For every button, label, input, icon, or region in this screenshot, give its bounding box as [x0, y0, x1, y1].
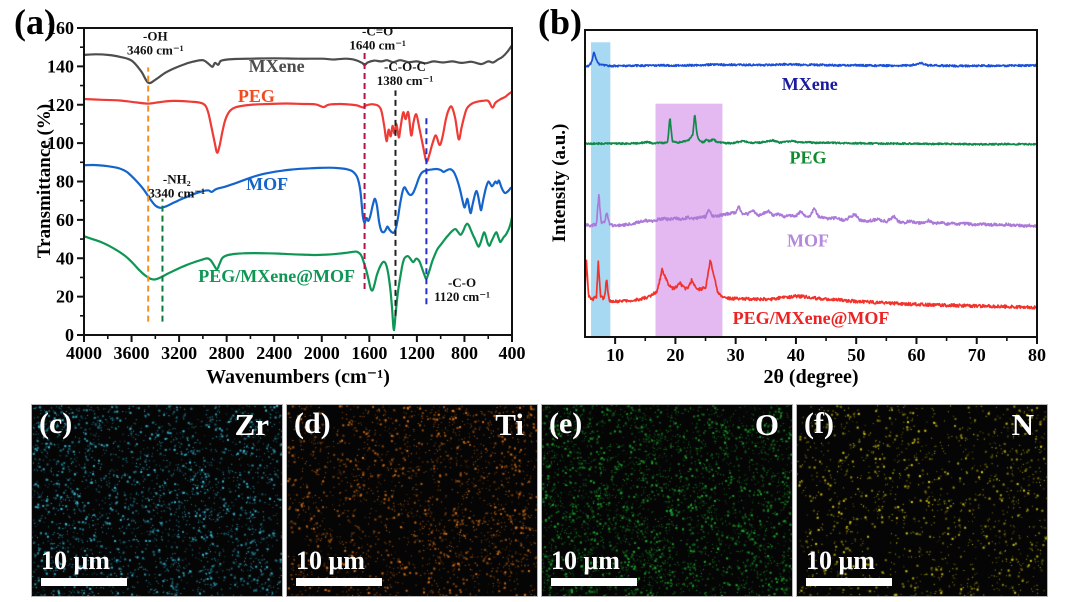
axis-frame	[584, 29, 1038, 338]
peak-annotation: -C=O 1640 cm⁻¹	[349, 24, 406, 53]
x-tick-label: 400	[499, 343, 526, 363]
x-tick-label: 30	[727, 345, 745, 365]
x-tick-label: 1200	[399, 343, 435, 363]
eds-dot-field-n	[797, 405, 1047, 596]
x-tick-label: 10	[606, 345, 624, 365]
element-label-n: N	[1011, 407, 1034, 442]
series-label: PEG/MXene@MOF	[198, 266, 355, 286]
scale-bar	[551, 578, 637, 586]
series-peg-mxene-mof-curve	[84, 215, 512, 332]
panel-b-ylabel: Intensity (a.u.)	[549, 123, 570, 243]
eds-dot-field-zr	[32, 405, 282, 596]
peak-annotation-line: -C-O	[448, 275, 476, 290]
x-tick-label: 4000	[66, 343, 102, 363]
eds-map-panel-zr: (c) Zr 10 μm	[31, 404, 283, 597]
panel-b-letter: (b)	[538, 2, 582, 42]
y-tick-label: 100	[47, 133, 74, 153]
y-tick-label: 60	[56, 210, 74, 230]
series-mxene-curve	[585, 51, 1037, 68]
charts-canvas: 4000 3600 3200 2800 2400 2000 1600 1200 800 40002…	[47, 18, 1046, 365]
peak-annotation-line: 1120 cm⁻¹	[434, 289, 490, 304]
peak-annotation: -C-O 1120 cm⁻¹	[434, 275, 490, 304]
panel-b-xlabel: 2θ (degree)	[763, 366, 859, 388]
x-tick-label: 70	[968, 345, 986, 365]
eds-dot-field-o	[542, 405, 792, 596]
x-tick-label: 1600	[351, 343, 387, 363]
x-tick-label: 800	[451, 343, 478, 363]
series-peg-curve	[84, 90, 512, 163]
scale-text: 10 μm	[551, 546, 620, 575]
series-label: PEG	[789, 148, 826, 168]
peak-annotation: -OH 3460 cm⁻¹	[127, 28, 184, 57]
y-tick-label: 140	[47, 56, 74, 76]
series-peg-mxene-mof-curve	[585, 259, 1037, 310]
x-tick-label: 60	[907, 345, 925, 365]
peak-annotation-line: -NH₂	[163, 171, 191, 186]
y-tick-label: 160	[47, 18, 74, 38]
peak-annotation: -C-O-C 1380 cm⁻¹	[377, 59, 434, 88]
series-label: MXene	[782, 74, 838, 94]
eds-map-panel-o: (e) O 10 μm	[541, 404, 793, 597]
scale-bar	[296, 578, 382, 586]
panel-c-letter: (c)	[39, 407, 73, 440]
element-label-zr: Zr	[234, 407, 269, 442]
element-label-ti: Ti	[495, 407, 524, 442]
y-tick-label: 20	[56, 287, 74, 307]
x-tick-label: 2000	[304, 343, 340, 363]
series-mxene-curve	[84, 44, 512, 85]
peak-annotation-line: -OH	[143, 28, 168, 43]
peak-annotation-line: -C=O	[362, 24, 393, 39]
series-label: PEG/MXene@MOF	[733, 308, 890, 328]
x-tick-label: 3600	[114, 343, 150, 363]
panel-f-letter: (f)	[804, 407, 834, 440]
y-tick-label: 80	[56, 172, 74, 192]
y-tick-label: 0	[65, 325, 74, 345]
series-peg-curve	[585, 114, 1037, 146]
eds-maps-row: (c) Zr 10 μm (d) Ti 10 μm (e) O 10 μm (f…	[0, 404, 1071, 602]
panel-a-letter: (a)	[14, 2, 56, 42]
scale-bar	[806, 578, 892, 586]
x-tick-label: 20	[666, 345, 684, 365]
scale-text: 10 μm	[806, 546, 875, 575]
peak-annotation-line: 1640 cm⁻¹	[349, 38, 406, 53]
x-tick-label: 2800	[209, 343, 245, 363]
series-mof-curve	[585, 193, 1037, 229]
element-label-o: O	[754, 407, 779, 442]
peak-annotation-line: 1380 cm⁻¹	[377, 73, 434, 88]
series-label: PEG	[238, 86, 275, 106]
series-label: MXene	[249, 56, 305, 76]
peak-annotation-line: 3340 cm⁻¹	[148, 185, 205, 200]
series-label: MOF	[787, 230, 829, 250]
highlight-band	[591, 42, 611, 337]
x-tick-label: 2400	[256, 343, 292, 363]
panel-a-xlabel: Wavenumbers (cm⁻¹)	[206, 366, 390, 388]
x-tick-label: 40	[787, 345, 805, 365]
x-tick-label: 80	[1028, 345, 1046, 365]
panel-a-ylabel: Transmittance (%)	[34, 103, 55, 259]
series-group	[585, 51, 1037, 310]
scale-text: 10 μm	[41, 546, 110, 575]
x-tick-label: 50	[847, 345, 865, 365]
x-tick-label: 3200	[161, 343, 197, 363]
eds-dot-field-ti	[287, 405, 537, 596]
peak-annotation-line: 3460 cm⁻¹	[127, 42, 184, 57]
panel-d-letter: (d)	[294, 407, 331, 440]
eds-map-panel-n: (f) N 10 μm	[796, 404, 1048, 597]
panel-e-letter: (e)	[549, 407, 583, 440]
eds-map-panel-ti: (d) Ti 10 μm	[286, 404, 538, 597]
peak-annotation-line: -C-O-C	[384, 59, 426, 74]
series-label: MOF	[246, 174, 288, 194]
scale-text: 10 μm	[296, 546, 365, 575]
scale-bar	[41, 578, 127, 586]
y-tick-label: 40	[56, 248, 74, 268]
y-tick-label: 120	[47, 95, 74, 115]
peak-annotation: -NH₂ 3340 cm⁻¹	[148, 171, 205, 200]
